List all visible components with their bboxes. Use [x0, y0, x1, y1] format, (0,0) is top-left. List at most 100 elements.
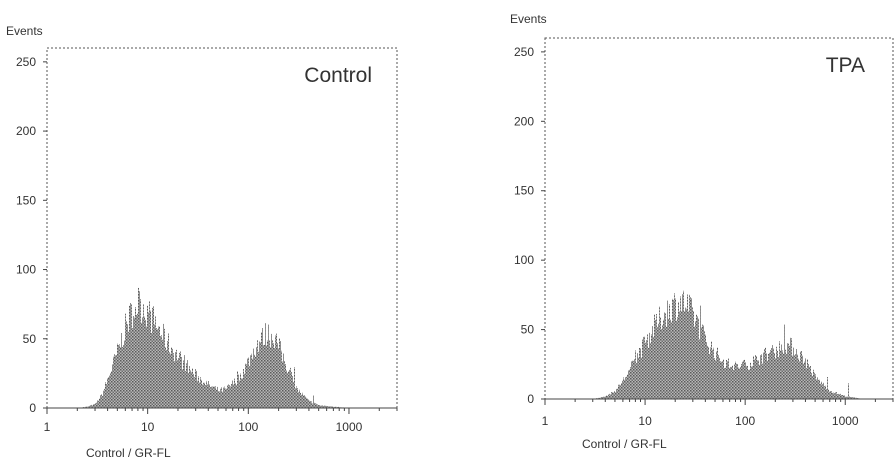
histogram-bar — [755, 355, 756, 399]
histogram-bar — [130, 303, 131, 408]
histogram-bar — [799, 361, 800, 399]
histogram-bar — [231, 384, 232, 408]
histogram-bar — [817, 377, 818, 399]
histogram-bar — [259, 341, 260, 408]
histogram-bar — [625, 377, 626, 399]
histogram-bar — [126, 321, 127, 408]
histogram-bar — [598, 397, 599, 399]
histogram-bar — [671, 322, 672, 399]
histogram-bar — [730, 366, 731, 399]
histogram-bar — [330, 406, 331, 408]
histogram-bar — [134, 317, 135, 408]
histogram-bar — [311, 401, 312, 408]
x-axis-label: Control / GR-FL — [582, 437, 667, 451]
histogram-bar — [228, 384, 229, 408]
histogram-bar — [698, 318, 699, 399]
histogram-bar — [827, 377, 828, 399]
histogram-bar — [209, 384, 210, 408]
histogram-bar — [702, 324, 703, 399]
histogram-bar — [769, 352, 770, 399]
histogram-bar — [187, 360, 188, 408]
histogram-bar — [736, 363, 737, 399]
histogram-bar — [165, 347, 166, 408]
histogram-bar — [216, 389, 217, 408]
histogram-bar — [791, 338, 792, 399]
histogram-bar — [100, 395, 101, 408]
histogram-bar — [178, 358, 179, 408]
histogram-bar — [731, 366, 732, 399]
histogram-bar — [767, 360, 768, 399]
histogram-bar — [724, 368, 725, 399]
histogram-bar — [835, 392, 836, 399]
histogram-bar — [666, 327, 667, 399]
histogram-bar — [292, 376, 293, 408]
histogram-bar — [856, 397, 857, 399]
histogram-bar — [650, 343, 651, 399]
histogram-bar — [238, 374, 239, 408]
histogram-bar — [601, 397, 602, 399]
histogram-bar — [267, 340, 268, 408]
histogram-bar — [614, 391, 615, 399]
histogram-bar — [723, 359, 724, 399]
histogram-bar — [760, 355, 761, 399]
histogram-bar — [279, 338, 280, 408]
histogram-bar — [639, 348, 640, 399]
histogram-bar — [89, 405, 90, 408]
histogram-bar — [106, 384, 107, 408]
histogram-bar — [265, 323, 266, 408]
histogram-bar — [603, 396, 604, 399]
histogram-bar — [615, 392, 616, 399]
histogram-bar — [162, 339, 163, 408]
histogram-bar — [247, 358, 248, 408]
histogram-bar — [631, 361, 632, 399]
histogram-bar — [260, 342, 261, 408]
histogram-bar — [281, 350, 282, 408]
histogram-bar — [768, 353, 769, 399]
histogram-bar — [270, 347, 271, 408]
histogram-bar — [122, 347, 123, 408]
histogram-bars — [595, 290, 861, 399]
histogram-bar — [665, 313, 666, 399]
histogram-bar — [761, 354, 762, 399]
panel-label: Control — [304, 64, 372, 87]
histogram-bar — [246, 364, 247, 408]
histogram-bar — [855, 397, 856, 399]
histogram-bar — [823, 382, 824, 399]
histogram-bar — [754, 359, 755, 399]
histogram-bar — [809, 367, 810, 399]
histogram-bar — [839, 394, 840, 399]
y-ticks: 0 50 100 150 200 250 — [16, 55, 47, 415]
histogram-bar — [837, 394, 838, 399]
histogram-bar — [845, 396, 846, 399]
y-tick-label: 250 — [16, 55, 36, 69]
histogram-bar — [164, 328, 165, 408]
histogram-bar — [332, 406, 333, 408]
histogram-bar — [107, 378, 108, 408]
histogram-bar — [271, 333, 272, 408]
x-tick-label: 1 — [542, 414, 549, 428]
histogram-bar — [850, 397, 851, 399]
histogram-bar — [310, 401, 311, 408]
histogram-bar — [725, 367, 726, 399]
histogram-bar — [329, 406, 330, 408]
histogram-bar — [832, 392, 833, 399]
histogram-bar — [314, 402, 315, 408]
histogram-bar — [852, 397, 853, 399]
histogram-bar — [704, 331, 705, 399]
histogram-bar — [620, 385, 621, 399]
histogram-bar — [609, 393, 610, 399]
histogram-bar — [689, 294, 690, 399]
histogram-bar — [679, 311, 680, 399]
histogram-bar — [789, 345, 790, 399]
histogram-bar — [663, 319, 664, 399]
histogram-bar — [305, 396, 306, 408]
histogram-bar — [790, 337, 791, 399]
histogram-bar — [335, 406, 336, 408]
histogram-bar — [694, 326, 695, 399]
histogram-bar — [168, 333, 169, 408]
histogram-bar — [604, 396, 605, 399]
histogram-bar — [708, 346, 709, 399]
histogram-bar — [234, 378, 235, 408]
histogram-bar — [693, 311, 694, 399]
histogram-bar — [225, 388, 226, 408]
